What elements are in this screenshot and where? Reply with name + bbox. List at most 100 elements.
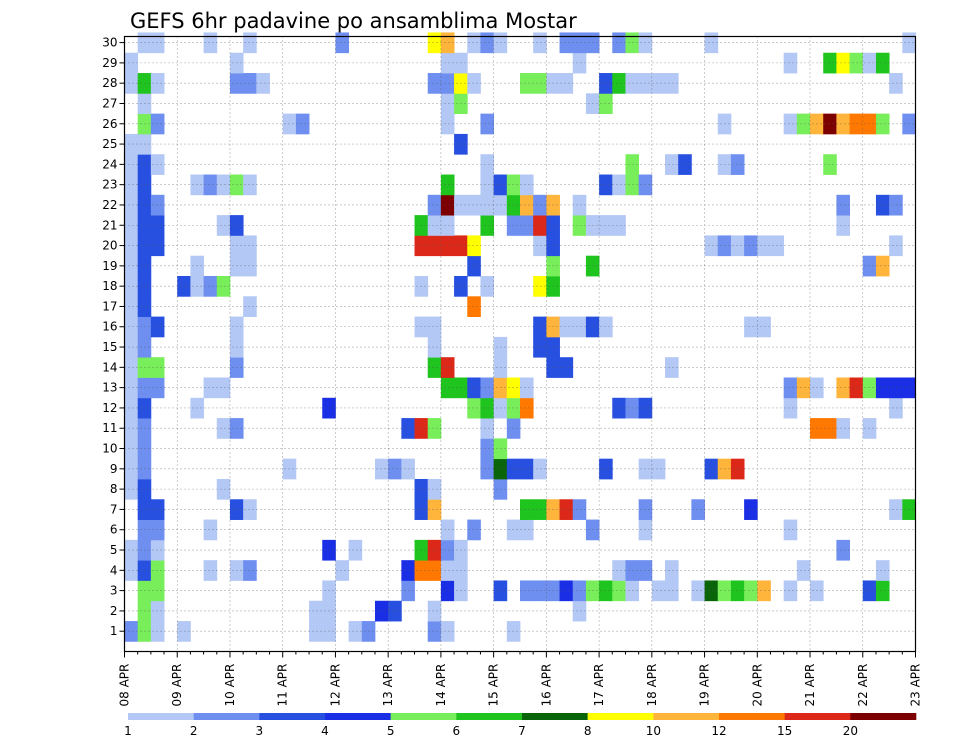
y-tick-label: 10 xyxy=(102,442,117,456)
heatmap-cell xyxy=(783,519,798,541)
heatmap-cell xyxy=(150,113,165,135)
colorbar-label: 3 xyxy=(256,724,264,738)
heatmap-cell xyxy=(889,73,903,94)
heatmap-cell xyxy=(440,519,455,541)
heatmap-cell xyxy=(599,93,613,115)
heatmap-cell xyxy=(559,580,574,602)
heatmap-cell xyxy=(612,174,626,196)
y-tick-label: 4 xyxy=(110,563,118,577)
heatmap-cell xyxy=(849,377,864,399)
colorbar-label: 20 xyxy=(843,724,858,738)
heatmap-cell xyxy=(625,174,640,196)
x-tick-label: 19 APR xyxy=(698,664,712,707)
heatmap-cell xyxy=(506,397,521,419)
heatmap-cell xyxy=(124,73,139,94)
heatmap-cell xyxy=(625,32,640,54)
heatmap-cell xyxy=(137,438,152,460)
heatmap-cell xyxy=(862,418,877,439)
heatmap-cell xyxy=(533,458,547,480)
heatmap-cell xyxy=(243,235,257,257)
colorbar-swatch xyxy=(456,713,523,720)
heatmap-cell xyxy=(440,93,455,115)
heatmap-cell xyxy=(440,194,455,216)
heatmap-cell xyxy=(783,113,798,135)
heatmap-cell xyxy=(493,580,508,602)
heatmap-cell xyxy=(150,560,165,581)
y-tick-label: 23 xyxy=(102,178,117,192)
heatmap-cell xyxy=(691,580,705,602)
heatmap-cell xyxy=(137,215,152,236)
heatmap-cell xyxy=(137,357,152,378)
heatmap-cell xyxy=(520,194,534,216)
heatmap-cell xyxy=(243,174,257,196)
heatmap-cell xyxy=(836,215,850,236)
heatmap-cell xyxy=(493,397,508,419)
heatmap-cell xyxy=(137,194,152,216)
heatmap-cell xyxy=(124,255,139,277)
y-tick-label: 27 xyxy=(102,96,117,110)
heatmap-cell xyxy=(467,32,481,54)
heatmap-cell xyxy=(427,621,442,642)
heatmap-cell xyxy=(480,113,495,135)
heatmap-cell xyxy=(427,357,442,378)
heatmap-cell xyxy=(506,519,521,541)
heatmap-cell xyxy=(335,32,350,54)
heatmap-cell xyxy=(124,478,139,500)
heatmap-cell xyxy=(124,52,139,74)
heatmap-cell xyxy=(493,194,508,216)
y-tick-label: 7 xyxy=(110,502,118,516)
heatmap-cell xyxy=(427,478,442,500)
heatmap-cell xyxy=(493,174,508,196)
heatmap-cell xyxy=(150,580,165,602)
heatmap-cell xyxy=(704,458,719,480)
heatmap-cell xyxy=(440,73,455,94)
colorbar-label: 6 xyxy=(453,724,461,738)
heatmap-cell xyxy=(559,316,574,338)
heatmap-cell xyxy=(137,336,152,358)
heatmap-cell xyxy=(427,418,442,439)
heatmap-cell xyxy=(506,174,521,196)
heatmap-cell xyxy=(440,539,455,561)
heatmap-cell xyxy=(520,580,534,602)
heatmap-cell xyxy=(691,499,705,520)
chart-title: GEFS 6hr padavine po ansamblima Mostar xyxy=(130,9,577,33)
y-tick-label: 30 xyxy=(102,36,117,50)
heatmap-cell xyxy=(757,316,771,338)
heatmap-cell xyxy=(480,418,495,439)
heatmap-cell xyxy=(374,600,389,622)
heatmap-cell xyxy=(440,621,455,642)
heatmap-cell xyxy=(889,499,903,520)
x-tick-label: 12 APR xyxy=(328,664,342,707)
heatmap-cell xyxy=(480,194,495,216)
y-tick-label: 12 xyxy=(102,401,117,415)
heatmap-cell xyxy=(124,154,139,175)
y-tick-label: 14 xyxy=(102,360,117,374)
heatmap-cell xyxy=(427,499,442,520)
y-tick-label: 11 xyxy=(102,421,117,435)
heatmap-cell xyxy=(493,458,508,480)
heatmap-cell xyxy=(730,580,745,602)
heatmap-cell xyxy=(440,357,455,378)
heatmap-cell xyxy=(651,458,666,480)
heatmap-cell xyxy=(836,194,850,216)
heatmap-cell xyxy=(124,438,139,460)
heatmap-cell xyxy=(559,32,574,54)
colorbar-label: 15 xyxy=(777,724,792,738)
heatmap-cell xyxy=(150,621,165,642)
heatmap-cell xyxy=(467,397,481,419)
colorbar-swatch xyxy=(259,713,326,720)
heatmap-cell xyxy=(124,336,139,358)
colorbar-swatch xyxy=(193,713,260,720)
heatmap-cell xyxy=(467,519,481,541)
heatmap-cell xyxy=(137,316,152,338)
heatmap-cell xyxy=(427,32,442,54)
y-tick-label: 20 xyxy=(102,239,117,253)
heatmap-cell xyxy=(150,357,165,378)
heatmap-cell xyxy=(480,458,495,480)
heatmap-cell xyxy=(150,194,165,216)
heatmap-cell xyxy=(256,73,270,94)
heatmap-cell xyxy=(137,133,152,155)
heatmap-cell xyxy=(137,560,152,581)
heatmap-cell xyxy=(862,52,877,74)
heatmap-cell xyxy=(612,560,626,581)
